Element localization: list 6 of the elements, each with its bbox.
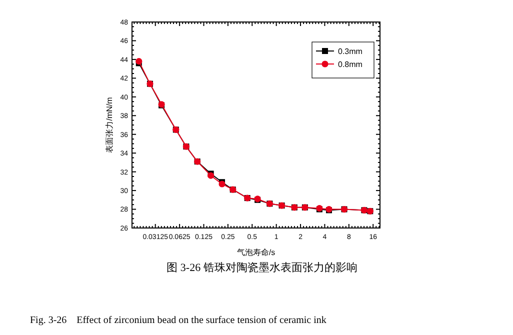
caption: Fig. 3-26 Effect of zirconium bead on the surface tension of ceramic ink xyxy=(30,315,326,326)
legend-label: 0.3mm xyxy=(338,46,363,56)
legend-label: 0.8mm xyxy=(338,60,363,69)
caption: 图 3-26 锆珠对陶瓷墨水表面张力的影响 xyxy=(166,261,358,274)
x-axis-title: 气泡寿命/s xyxy=(236,248,276,257)
y-axis-title: 表面张力/mN/m xyxy=(105,96,114,153)
